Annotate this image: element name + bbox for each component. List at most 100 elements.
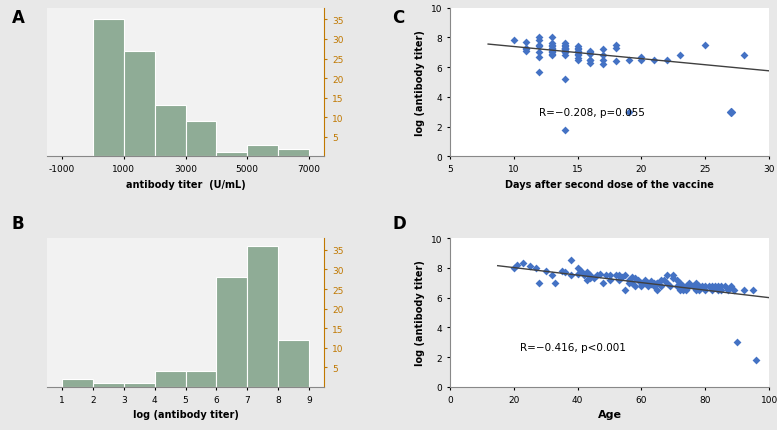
Point	[651, 287, 664, 294]
Y-axis label: log (antibody titer): log (antibody titer)	[415, 30, 425, 135]
Point	[654, 283, 667, 289]
Point	[657, 277, 670, 284]
Point	[625, 280, 638, 286]
Point	[667, 275, 680, 282]
Point	[571, 50, 584, 57]
Point	[545, 35, 558, 42]
Point	[571, 51, 584, 58]
Point	[559, 52, 571, 59]
Text: R=−0.208, p=0.055: R=−0.208, p=0.055	[539, 108, 645, 117]
Point	[731, 339, 744, 346]
Point	[751, 357, 763, 364]
Point	[610, 42, 622, 49]
Point	[699, 287, 712, 294]
Point	[636, 283, 648, 289]
Point	[696, 283, 709, 289]
Point	[545, 50, 558, 57]
Point	[619, 287, 632, 294]
Point	[660, 280, 673, 286]
Point	[545, 48, 558, 55]
Bar	[247, 246, 278, 387]
Point	[715, 287, 727, 294]
Point	[584, 60, 597, 67]
Point	[545, 47, 558, 54]
Bar	[93, 383, 124, 387]
Point	[559, 127, 571, 134]
Point	[622, 280, 635, 286]
Point	[533, 35, 545, 42]
Point	[559, 50, 571, 57]
Point	[539, 268, 552, 275]
Bar	[278, 340, 309, 387]
Point	[622, 277, 635, 284]
Bar	[186, 372, 216, 387]
Point	[654, 277, 667, 284]
Point	[584, 50, 597, 57]
Point	[549, 280, 562, 286]
Point	[533, 38, 545, 45]
Point	[683, 280, 695, 286]
Point	[712, 287, 724, 294]
Point	[622, 57, 635, 64]
Point	[584, 57, 597, 64]
Point	[677, 283, 689, 289]
Point	[559, 77, 571, 83]
Point	[632, 277, 644, 284]
X-axis label: Days after second dose of the vaccine: Days after second dose of the vaccine	[505, 179, 714, 189]
Text: A: A	[12, 9, 25, 27]
Point	[521, 45, 533, 52]
Y-axis label: log (antibody titer): log (antibody titer)	[415, 260, 425, 366]
Point	[699, 283, 712, 289]
Point	[603, 272, 615, 279]
Point	[584, 272, 597, 279]
Point	[571, 48, 584, 55]
Point	[581, 269, 594, 276]
Point	[559, 269, 571, 276]
Point	[524, 263, 536, 270]
Point	[565, 258, 577, 264]
Point	[581, 277, 594, 284]
Point	[689, 280, 702, 286]
Point	[680, 287, 692, 294]
X-axis label: log (antibody titer): log (antibody titer)	[133, 409, 239, 419]
Bar	[62, 379, 93, 387]
Point	[702, 283, 715, 289]
Point	[613, 277, 625, 284]
Point	[510, 262, 523, 269]
Text: B: B	[12, 215, 24, 233]
Point	[664, 283, 677, 289]
Point	[571, 47, 584, 54]
Point	[689, 287, 702, 294]
Point	[521, 47, 533, 54]
Point	[530, 265, 542, 272]
Point	[559, 45, 571, 52]
Point	[597, 57, 609, 64]
Bar	[247, 145, 278, 157]
Point	[565, 272, 577, 279]
Point	[709, 283, 721, 289]
Point	[533, 44, 545, 51]
Point	[610, 58, 622, 65]
Point	[559, 41, 571, 48]
Text: C: C	[392, 9, 405, 27]
Point	[559, 47, 571, 54]
Point	[636, 280, 648, 286]
Point	[571, 55, 584, 62]
Point	[559, 44, 571, 51]
Point	[622, 109, 635, 116]
Bar	[155, 372, 186, 387]
Point	[603, 277, 615, 284]
Point	[533, 69, 545, 76]
Point	[667, 272, 680, 279]
Point	[584, 275, 597, 282]
Bar	[93, 20, 124, 157]
Point	[587, 275, 600, 282]
Point	[680, 283, 692, 289]
Point	[559, 50, 571, 57]
Point	[556, 268, 568, 275]
Point	[507, 265, 520, 272]
Point	[571, 44, 584, 51]
Point	[706, 283, 718, 289]
Point	[545, 44, 558, 51]
Point	[545, 52, 558, 59]
